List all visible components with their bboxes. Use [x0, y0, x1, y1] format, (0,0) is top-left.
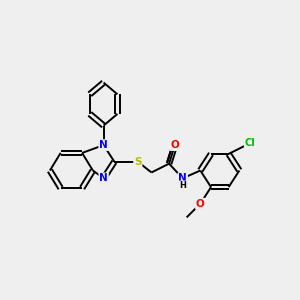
Text: N: N	[99, 173, 108, 183]
Text: O: O	[196, 199, 205, 209]
Text: Cl: Cl	[245, 138, 256, 148]
Text: N: N	[178, 173, 187, 183]
Text: H: H	[179, 181, 186, 190]
Text: N: N	[99, 140, 108, 150]
Text: O: O	[170, 140, 179, 150]
Text: S: S	[134, 157, 142, 167]
